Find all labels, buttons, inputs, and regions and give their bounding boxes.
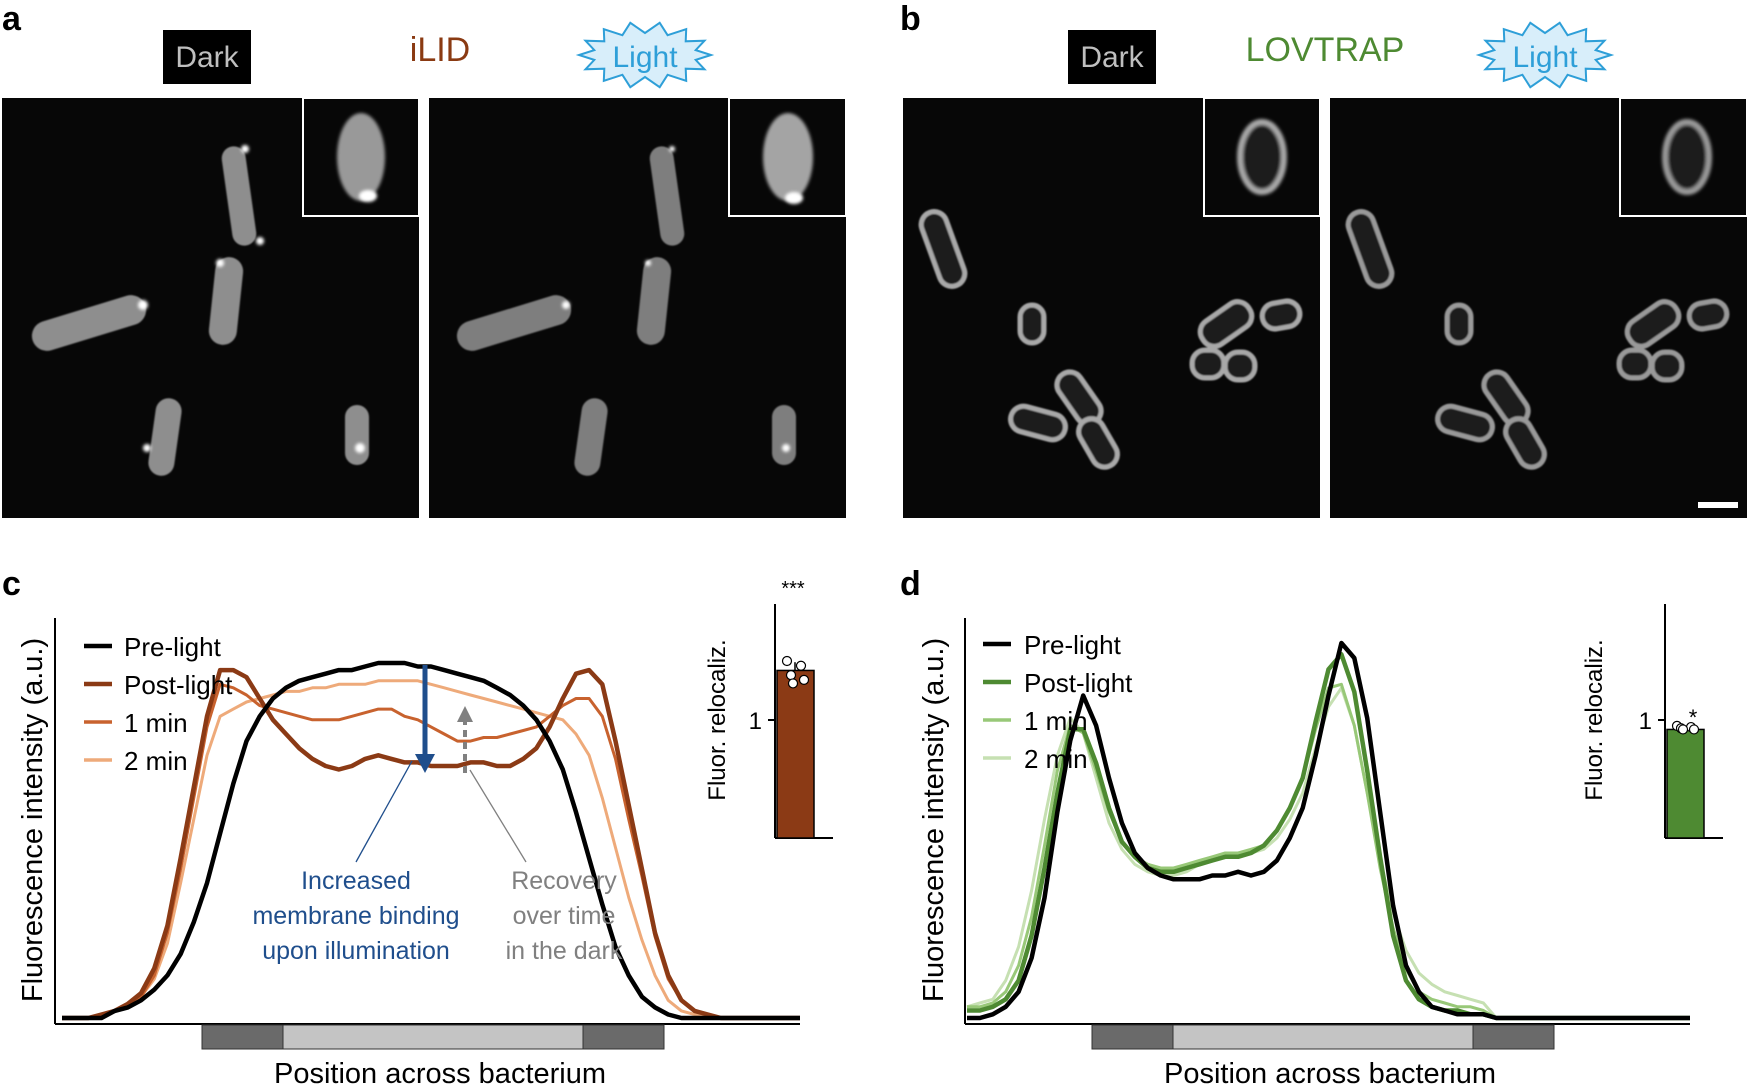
legend-d-2min: 2 min: [1024, 744, 1088, 774]
scale-bar: [1698, 502, 1738, 508]
chart-c-inset-point: [787, 678, 799, 689]
chart-c-ylabel: Fluorescence intensity (a.u.): [17, 638, 49, 1002]
panel-letter-b: b: [900, 0, 921, 38]
recovery-annotation-line3: in the dark: [506, 937, 623, 965]
chart-c-series-group: [62, 660, 800, 1021]
light-label-a-text: Light: [612, 41, 678, 74]
chart-c-inset-point: [781, 655, 793, 667]
chart-c-inset-point: [795, 660, 807, 671]
chart-c-inset-point: [785, 670, 797, 681]
binding-annotation-line3: upon illumination: [262, 937, 450, 965]
chart-c-inset-point: [798, 674, 810, 685]
panel-a-title: iLID: [410, 31, 470, 69]
panel-b-title: LOVTRAP: [1246, 31, 1405, 69]
binding-arrow: [355, 665, 435, 863]
micrograph-a-dark: [2, 97, 420, 518]
chart-d-inset-bar: [1666, 728, 1705, 839]
chart-c-inset-significance: ***: [781, 578, 805, 600]
chart-d-inset-point: [1688, 724, 1700, 735]
legend-d-1min: 1 min: [1024, 706, 1088, 736]
chart-c-xlabel: Position across bacterium: [274, 1058, 606, 1086]
panel-letter-d: d: [900, 565, 921, 603]
recovery-arrow: [457, 706, 527, 863]
legend-d-pre-light: Pre-light: [1024, 630, 1122, 660]
chart-d-line-pre-light: [967, 640, 1690, 1021]
light-label-b-text: Light: [1512, 41, 1578, 74]
chart-c-inset-tick: 1: [749, 708, 762, 735]
recovery-annotation: Recovery over time in the dark: [506, 867, 623, 965]
binding-annotation-line1: Increased: [301, 867, 411, 895]
light-burst-a: Light: [575, 21, 715, 89]
recovery-annotation-line2: over time: [513, 902, 616, 930]
dark-label-b-text: Dark: [1080, 41, 1144, 74]
panel-letter-a: a: [2, 0, 22, 38]
legend-c-2min: 2 min: [124, 746, 188, 776]
chart-d-inset-ylabel: Fluor. relocaliz.: [1581, 639, 1608, 800]
legend-d-post-light: Post-light: [1024, 668, 1133, 698]
chart-d-inset-tick: 1: [1639, 708, 1652, 735]
binding-annotation-line2: membrane binding: [252, 902, 459, 930]
dark-label-b: Dark: [1068, 30, 1156, 84]
chart-d-position-bar: [1091, 1024, 1555, 1050]
chart-d: Fluorescence intensity (a.u.) Position a…: [918, 604, 1723, 1086]
chart-d-legend: Pre-light Post-light 1 min 2 min: [983, 630, 1133, 774]
light-burst-b: Light: [1475, 21, 1615, 89]
chart-c-line-2-min: [62, 679, 800, 1020]
chart-c-position-bar: [201, 1024, 665, 1050]
chart-d-inset: 1 Fluor. relocaliz. *: [1581, 604, 1723, 839]
chart-c-legend: Pre-light Post-light 1 min 2 min: [84, 632, 233, 776]
chart-c-line-pre-light: [62, 660, 800, 1021]
dark-label-a: Dark: [163, 30, 251, 84]
micrograph-b-light: [1330, 97, 1748, 518]
chart-c-line-post-light: [62, 667, 800, 1021]
chart-c-inset-bar: [776, 669, 815, 839]
legend-c-pre-light: Pre-light: [124, 632, 222, 662]
chart-d-inset-significance: *: [1689, 705, 1698, 730]
chart-d-ylabel: Fluorescence intensity (a.u.): [918, 638, 950, 1002]
micrograph-a-light: [429, 97, 847, 518]
binding-annotation: Increased membrane binding upon illumina…: [252, 867, 459, 965]
panel-letter-c: c: [2, 565, 21, 603]
chart-c-inset: 1 Fluor. relocaliz. ***: [704, 578, 833, 839]
recovery-annotation-line1: Recovery: [511, 867, 617, 895]
chart-d-xlabel: Position across bacterium: [1164, 1058, 1496, 1086]
chart-c-inset-ylabel: Fluor. relocaliz.: [704, 639, 731, 800]
chart-c: Fluorescence intensity (a.u.) Position a…: [17, 578, 833, 1086]
legend-c-post-light: Post-light: [124, 670, 233, 700]
micrograph-b-dark: [903, 97, 1321, 518]
chart-d-series-group: [966, 640, 1690, 1021]
chart-d-inset-point: [1677, 724, 1689, 735]
legend-c-1min: 1 min: [124, 708, 188, 738]
dark-label-a-text: Dark: [175, 41, 239, 74]
